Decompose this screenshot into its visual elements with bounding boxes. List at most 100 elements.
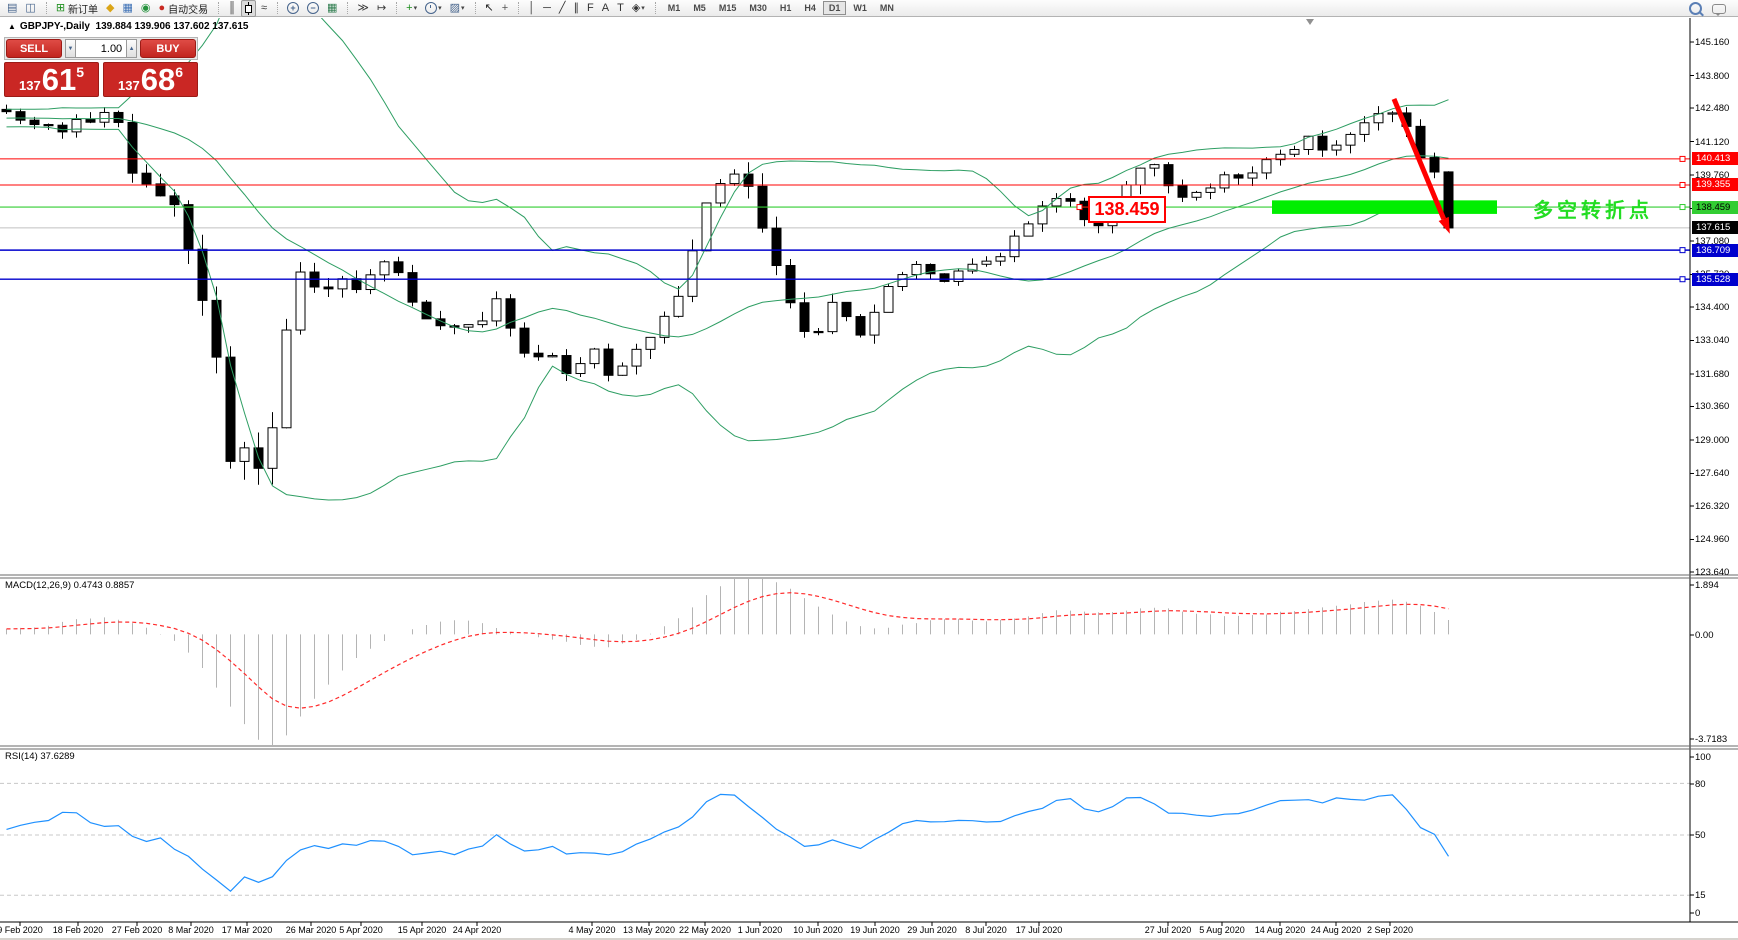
macd-layer [6,579,1449,745]
chart-shift-marker-icon [1306,19,1314,25]
search-icon[interactable] [1689,1,1702,15]
strategy-tester-icon: ◉ [140,2,151,14]
volume-decrease-button[interactable]: ▼ [65,39,76,58]
rsi-indicator-label: RSI(14) 37.6289 [5,751,75,762]
buy-price[interactable]: 137 68 6 [103,62,198,97]
toolbar-separator [218,2,220,14]
zoom-out-icon[interactable]: − [304,0,322,17]
chevron-down-icon[interactable]: ▾ [461,5,465,12]
candles [1,104,1454,485]
trend-arrow [1391,97,1447,220]
chart-shift-icon: ↦ [376,2,387,14]
collapse-marker-icon[interactable]: ▲ [8,22,16,31]
timeframe-m15[interactable]: M15 [718,3,737,13]
toolbar-separator [45,2,48,14]
buy-price-prefix: 137 [118,78,140,93]
fibonacci-icon[interactable]: F [584,0,597,17]
bollinger-upper-band [6,18,1449,290]
macd-indicator-label: MACD(12,26,9) 0.4743 0.8857 [5,580,135,591]
zoom-in-icon[interactable]: + [284,0,302,17]
turning-point-annotation: 多空转折点 [1533,200,1653,222]
bar-chart-icon[interactable]: ║ [225,0,239,17]
line-handle [1679,181,1686,188]
zoom-in-icon: + [287,2,300,14]
fibonacci-icon: F [587,2,594,14]
toolbar-items: ▤ ◫ ⊞ 新订单 ◆ ▦ ◉ ● 自动交易 ║ ≈ + − ▦ ≫ ↦ + ▾ ▾ ▨ ▾ ↖ + │ ─ ╱ ∥ F A T ◈ ▾ M1 M… [4,0,901,17]
new-order-icon: ⊞ [55,2,66,14]
chevron-down-icon[interactable]: ▾ [641,5,645,12]
timeframe-w1[interactable]: W1 [853,3,867,13]
ohlc-values: 139.884 139.906 137.602 137.615 [95,21,249,32]
one-click-trading-panel: SELL ▼ ▲ BUY 137 61 5 137 68 6 [4,37,198,97]
status-bar-edge [0,938,1738,940]
timeframe-m1[interactable]: M1 [667,3,681,13]
zoom-out-icon: − [307,2,320,14]
chevron-down-icon[interactable]: ▾ [413,5,418,12]
equidistant-channel-icon[interactable]: ∥ [571,0,583,17]
candlestick-chart-icon[interactable] [240,0,256,17]
volume-control: ▼ ▲ [65,39,138,58]
chat-icon[interactable] [1712,3,1726,16]
indicators-icon: + [406,2,413,14]
text-icon[interactable]: A [599,0,612,17]
periods-icon [425,2,438,14]
volume-increase-button[interactable]: ▲ [126,39,138,58]
horizontal-line-icon[interactable]: ─ [540,0,554,17]
bar-chart-icon: ║ [228,2,236,14]
tile-windows-icon[interactable]: ▦ [324,0,340,17]
periods-icon[interactable]: ▾ [422,0,445,17]
timeframe-d1[interactable]: D1 [822,1,847,15]
horizontal-line-icon: ─ [543,2,551,14]
toolbar-separator [396,2,398,14]
buy-price-pip: 6 [175,64,183,80]
buy-button[interactable]: BUY [140,39,196,58]
timeframe-mn[interactable]: MN [879,3,894,13]
vertical-line-icon[interactable]: │ [525,0,538,17]
line-handle [1679,247,1686,254]
sell-button[interactable]: SELL [6,39,62,58]
sell-price[interactable]: 137 61 5 [4,62,99,97]
arrows-icon: ◈ [631,2,641,14]
templates-icon[interactable]: ▨ ▾ [447,0,468,17]
timeframe-h1[interactable]: H1 [779,3,792,13]
cursor-icon[interactable]: ↖ [482,0,497,17]
timeframe-m5[interactable]: M5 [693,3,706,13]
strategy-tester-icon[interactable]: ◉ [138,0,154,17]
autotrading-icon: ● [158,2,166,14]
arrows-icon[interactable]: ◈ ▾ [629,0,648,17]
chevron-down-icon[interactable]: ▾ [438,5,442,12]
profiles-icon: ◫ [25,2,36,14]
trendline-icon[interactable]: ╱ [556,0,569,17]
timeframe-h4[interactable]: H4 [804,3,816,13]
toolbar-separator [654,2,657,14]
terminal-icon[interactable]: ▦ [120,0,136,17]
chart-shift-icon[interactable]: ↦ [374,0,389,17]
symbol-period-label: GBPJPY-,Daily [19,21,90,32]
indicators-icon[interactable]: + ▾ [403,0,420,17]
bollinger-middle-band [6,117,1449,338]
metaeditor-icon[interactable]: ◆ [103,0,117,17]
volume-input[interactable] [75,39,127,58]
new-order-button-label: 新订单 [68,4,99,16]
crosshair-icon: + [501,2,509,14]
equidistant-channel-icon: ∥ [573,2,580,14]
line-chart-icon[interactable]: ≈ [258,0,270,17]
bollinger-lower-band [6,126,1449,501]
auto-scroll-icon: ≫ [357,2,369,14]
callout-anchor [1076,204,1083,211]
main-chart-layer [0,18,1690,501]
cursor-icon: ↖ [484,2,494,14]
new-chart-icon[interactable]: ▤ [4,0,20,17]
text-label-icon[interactable]: T [614,0,627,17]
new-order-button[interactable]: ⊞ 新订单 [53,0,101,17]
timeframe-m30[interactable]: M30 [749,3,767,13]
toolbar-separator [474,2,477,14]
sell-price-pip: 5 [76,64,84,80]
profiles-icon[interactable]: ◫ [22,0,38,17]
chart-title: ▲ GBPJPY-,Daily 139.884 139.906 137.602 1… [8,21,248,32]
macd-signal-line [6,592,1449,709]
auto-scroll-icon[interactable]: ≫ [354,0,372,17]
crosshair-icon[interactable]: + [499,0,511,17]
autotrading-button[interactable]: ● 自动交易 [156,0,212,17]
